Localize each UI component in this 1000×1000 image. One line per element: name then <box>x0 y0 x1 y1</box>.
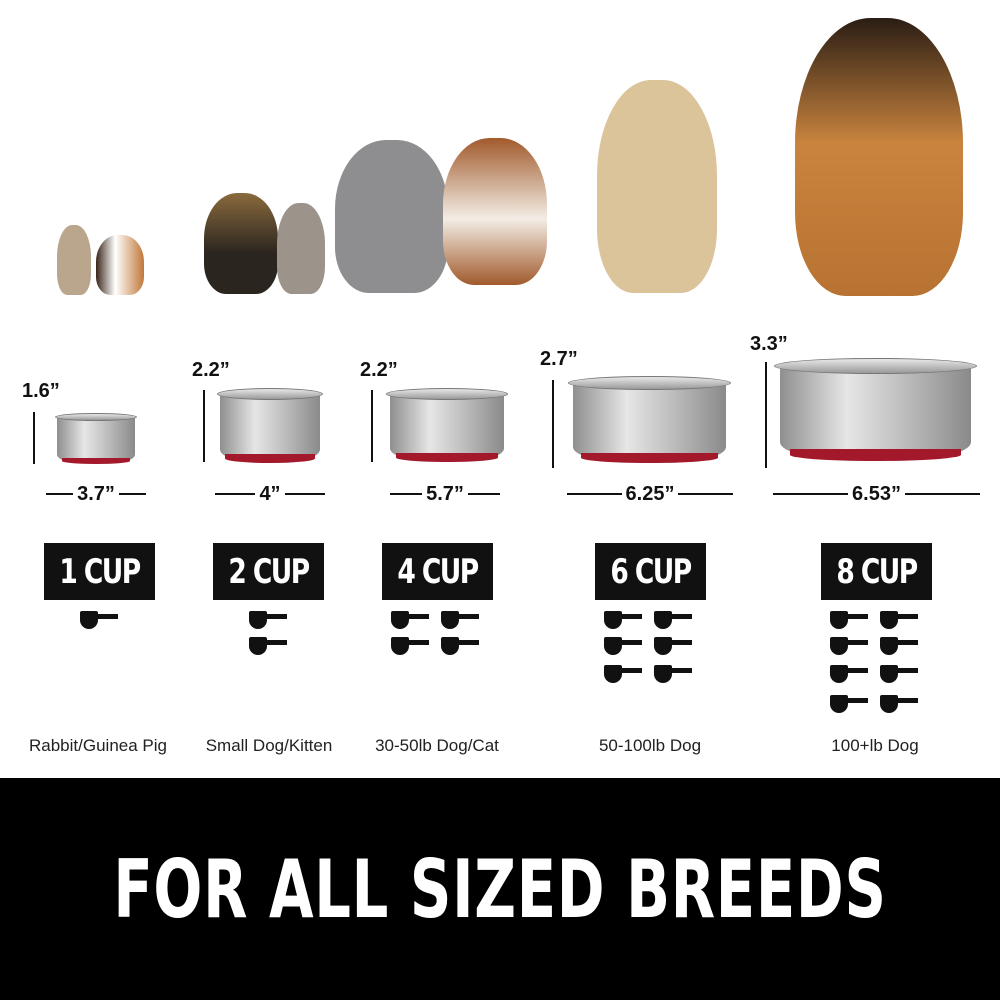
bowl-image <box>386 388 508 462</box>
guinea-pig-image <box>96 235 144 295</box>
width-dimension: 6.53” <box>773 482 980 506</box>
measuring-scoop-icon <box>830 695 868 715</box>
measuring-scoop-icon <box>880 611 918 631</box>
measuring-scoop-icon <box>880 695 918 715</box>
breed-label: Rabbit/Guinea Pig <box>29 736 167 755</box>
cup-capacity-badge: 4 CUP <box>382 543 493 600</box>
banner: FOR ALL SIZED BREEDS <box>0 778 1000 1000</box>
measuring-scoop-icon <box>880 637 918 657</box>
breed-label: 50-100lb Dog <box>598 736 702 755</box>
breed-label: 100+lb Dog <box>831 736 919 755</box>
measuring-scoop-icon <box>654 665 692 685</box>
height-label: 2.2” <box>192 359 230 381</box>
measuring-scoop-icon <box>604 665 642 685</box>
measuring-scoop-icon <box>604 611 642 631</box>
cup-capacity-badge: 8 CUP <box>821 543 932 600</box>
measuring-scoop-icon <box>880 665 918 685</box>
measuring-scoop-icon <box>441 611 479 631</box>
bowl-image <box>55 413 137 464</box>
width-dimension: 6.25” <box>567 482 733 506</box>
measuring-scoop-icon <box>604 637 642 657</box>
measuring-scoop-icon <box>391 611 429 631</box>
measuring-scoop-icon <box>249 611 287 631</box>
height-line <box>765 362 767 468</box>
gray-cat-image <box>335 140 448 293</box>
cup-capacity-badge: 2 CUP <box>213 543 324 600</box>
kitten-image <box>277 203 325 294</box>
breed-label: Small Dog/Kitten <box>205 736 333 755</box>
havanese-dog-image <box>443 138 547 285</box>
rabbit-image <box>57 225 91 295</box>
banner-text: FOR ALL SIZED BREEDS <box>113 842 887 936</box>
height-label: 3.3” <box>750 333 788 355</box>
measuring-scoop-icon <box>80 611 118 631</box>
cup-capacity-badge: 1 CUP <box>44 543 155 600</box>
height-line <box>371 390 373 462</box>
measuring-scoop-icon <box>830 665 868 685</box>
width-dimension: 5.7” <box>390 482 500 506</box>
height-line <box>203 390 205 462</box>
height-line <box>552 380 554 468</box>
width-dimension: 4” <box>215 482 325 506</box>
measuring-scoop-icon <box>654 611 692 631</box>
bowl-image <box>217 388 323 463</box>
german-shepherd-image <box>795 18 963 296</box>
measuring-scoop-icon <box>391 637 429 657</box>
measuring-scoop-icon <box>249 637 287 657</box>
measuring-scoop-icon <box>654 637 692 657</box>
height-label: 1.6” <box>22 380 60 402</box>
bowl-image <box>774 358 977 461</box>
breed-label: 30-50lb Dog/Cat <box>375 736 499 755</box>
height-line <box>33 412 35 464</box>
width-dimension: 3.7” <box>46 482 146 506</box>
height-label: 2.7” <box>540 348 578 370</box>
golden-retriever-image <box>597 80 717 293</box>
measuring-scoop-icon <box>830 611 868 631</box>
measuring-scoop-icon <box>830 637 868 657</box>
height-label: 2.2” <box>360 359 398 381</box>
measuring-scoop-icon <box>441 637 479 657</box>
yorkie-image <box>204 193 278 294</box>
bowl-image <box>568 376 731 463</box>
cup-capacity-badge: 6 CUP <box>595 543 706 600</box>
